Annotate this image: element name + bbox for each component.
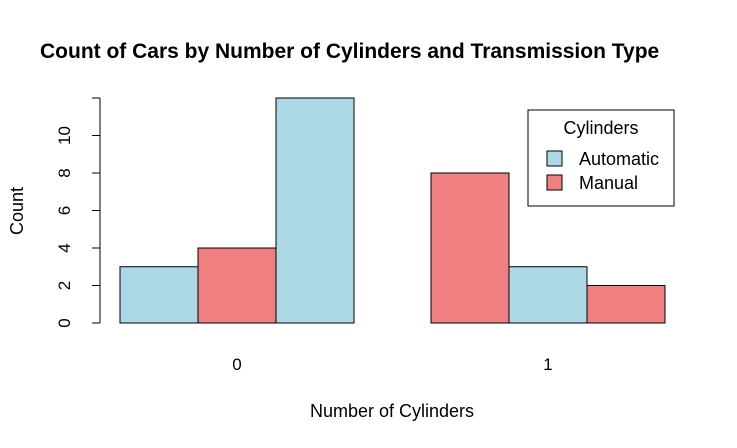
- y-tick-label-0: 0: [55, 318, 74, 327]
- bar-group-1-2: [586, 285, 666, 324]
- bar-group-1-1: [508, 266, 588, 324]
- y-tick-label-8: 8: [55, 168, 74, 177]
- legend-label-automatic: Automatic: [579, 149, 659, 169]
- y-tick-label-4: 4: [55, 243, 74, 252]
- legend-swatch-automatic: [546, 150, 563, 167]
- legend: Cylinders Automatic Manual: [527, 109, 675, 207]
- y-axis-label: Count: [7, 187, 27, 235]
- y-tick-label-10: 10: [55, 126, 74, 145]
- bar-group-0-1: [197, 247, 277, 324]
- bar-group-0-0: [119, 266, 199, 324]
- legend-swatch-manual: [546, 174, 563, 191]
- x-axis-label: Number of Cylinders: [310, 401, 474, 421]
- bar-group-0-2: [275, 97, 355, 324]
- y-tick-label-6: 6: [55, 206, 74, 215]
- bar-group-1-0: [430, 172, 510, 324]
- y-tick-label-2: 2: [55, 281, 74, 290]
- legend-title: Cylinders: [563, 118, 638, 138]
- x-tick-label-1: 1: [543, 355, 552, 374]
- chart-title: Count of Cars by Number of Cylinders and…: [40, 40, 659, 63]
- x-tick-label-0: 0: [232, 355, 241, 374]
- legend-label-manual: Manual: [579, 173, 638, 193]
